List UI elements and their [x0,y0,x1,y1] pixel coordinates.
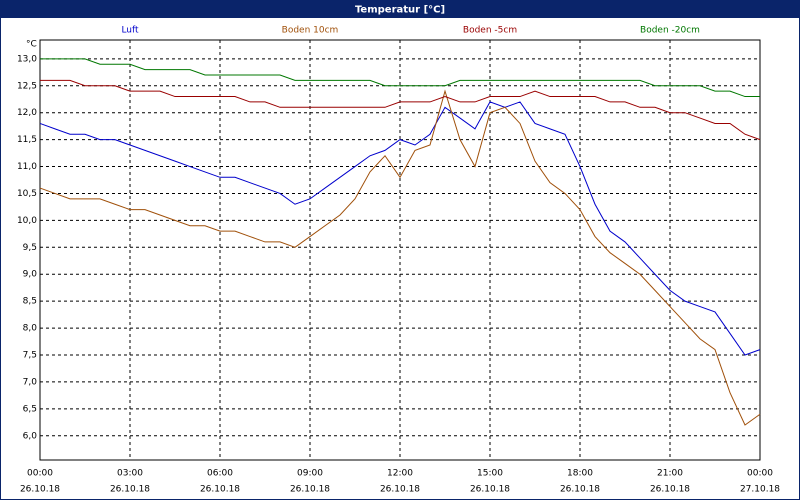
y-tick-label: 8,5 [23,297,37,307]
x-tick-date: 26.10.18 [290,485,330,495]
y-tick-label: 9,5 [23,243,37,253]
y-tick-label: 10,5 [17,189,37,199]
y-tick-label: 7,0 [23,377,38,387]
x-tick-label: 21:00 [657,469,683,479]
series-line [40,79,761,141]
y-tick-label: 10,0 [17,216,37,226]
y-tick-label: 12,0 [17,108,37,118]
series-line [40,58,760,98]
y-tick-label: 11,5 [17,135,37,145]
legend-entry: Boden 10cm [282,26,339,36]
x-tick-label: 03:00 [117,469,143,479]
x-tick-date: 26.10.18 [560,485,600,495]
y-tick-label: 6,5 [23,404,37,414]
x-tick-date: 27.10.18 [740,485,780,495]
x-tick-date: 26.10.18 [20,485,60,495]
x-tick-date: 26.10.18 [470,485,510,495]
y-tick-label: 7,5 [23,351,37,361]
y-tick-label: 13,0 [17,54,37,64]
legend-entry: Boden -5cm [463,26,517,36]
y-tick-label: 12,5 [17,81,37,91]
x-tick-label: 12:00 [387,469,413,479]
x-tick-date: 26.10.18 [650,485,690,495]
legend-entry: Boden -20cm [640,26,700,36]
x-tick-label: 18:00 [567,469,593,479]
y-tick-label: 8,0 [23,324,38,334]
y-tick-label: 11,0 [17,162,37,172]
x-tick-label: 15:00 [477,469,503,479]
x-tick-label: 09:00 [297,469,323,479]
y-tick-label: 9,0 [23,270,38,280]
x-tick-label: 00:00 [27,469,53,479]
series-line [39,89,761,426]
title-bar [0,0,800,18]
x-tick-date: 26.10.18 [110,485,150,495]
legend-entry: Luft [121,26,139,36]
x-tick-date: 26.10.18 [200,485,240,495]
x-tick-date: 26.10.18 [380,485,420,495]
y-axis-label: °C [26,40,37,50]
x-tick-label: 06:00 [207,469,233,479]
x-tick-label: 00:00 [747,469,773,479]
series-line [39,101,761,356]
y-tick-label: 6,0 [23,431,38,441]
chart-title: Temperatur [°C] [355,5,445,16]
